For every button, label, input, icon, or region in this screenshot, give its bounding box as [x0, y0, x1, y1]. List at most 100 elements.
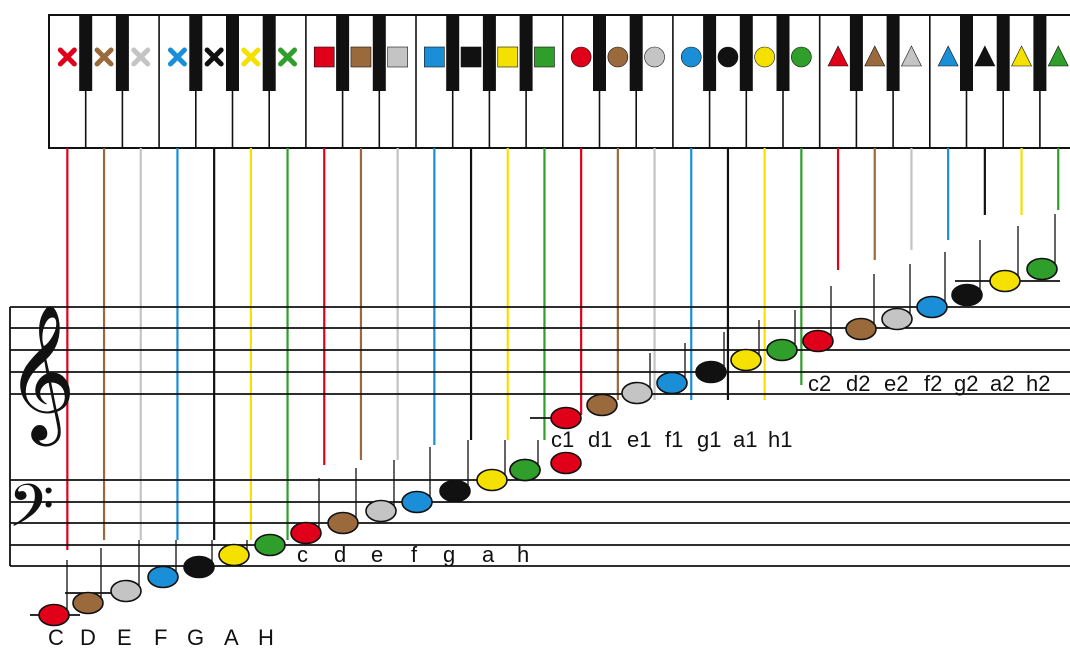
- circle-icon: [644, 46, 665, 68]
- note-labels-small: c d e f g a h: [297, 542, 529, 567]
- note-label: h: [517, 542, 529, 567]
- cross-icon: [94, 47, 114, 67]
- circle-icon: [607, 46, 629, 68]
- black-key: [849, 15, 863, 91]
- note-label: c: [297, 542, 308, 567]
- note-label: A: [224, 625, 239, 648]
- note-labels-great: C D E F G A H: [48, 625, 274, 648]
- triangle-icon: [864, 45, 886, 67]
- note-label: a2: [990, 371, 1014, 396]
- note-heads: [38, 257, 1058, 627]
- note-label: f2: [924, 371, 942, 396]
- note-head: [766, 338, 798, 362]
- square-icon: [313, 46, 335, 68]
- note-label: H: [258, 625, 274, 648]
- black-key: [115, 15, 129, 91]
- note-head: [695, 360, 727, 384]
- note-head: [1026, 257, 1058, 281]
- note-head: [476, 468, 508, 492]
- piano-keyboard: [48, 14, 1070, 149]
- note-head: [218, 543, 250, 567]
- note-label: d: [334, 542, 346, 567]
- note-head: [845, 317, 877, 341]
- black-key: [226, 15, 239, 91]
- note-label: c1: [551, 427, 574, 452]
- triangle-icon: [1011, 45, 1033, 67]
- note-label: h1: [768, 427, 792, 452]
- triangle-icon: [827, 45, 849, 67]
- note-label: c2: [808, 371, 831, 396]
- square-icon: [497, 46, 519, 68]
- note-head: [656, 371, 688, 395]
- note-label: g: [443, 542, 455, 567]
- circle-icon: [680, 46, 702, 68]
- cross-icon: [131, 47, 151, 67]
- note-label: g2: [954, 371, 978, 396]
- black-key: [189, 15, 203, 91]
- note-label: e: [371, 542, 383, 567]
- black-key: [482, 15, 496, 91]
- note-head: [951, 283, 983, 307]
- note-head: [730, 348, 762, 372]
- note-label: a1: [733, 427, 757, 452]
- black-key: [960, 15, 973, 91]
- cross-icon: [241, 47, 261, 67]
- grand-staff: [9, 280, 1070, 616]
- note-head: [290, 521, 322, 545]
- triangle-icon: [900, 45, 922, 67]
- square-icon: [534, 46, 555, 68]
- black-key: [79, 15, 93, 91]
- note-head: [550, 451, 582, 475]
- note-label: d1: [588, 427, 612, 452]
- note-head: [147, 565, 179, 589]
- circle-icon: [754, 46, 775, 68]
- circle-icon: [791, 46, 812, 68]
- note-label: e1: [627, 427, 651, 452]
- note-labels-one-line: c1 d1 e1 f1 g1 a1 h1: [551, 427, 792, 452]
- black-key: [629, 15, 643, 91]
- black-key: [776, 15, 790, 91]
- note-head: [365, 499, 397, 523]
- note-head: [327, 511, 359, 535]
- circle-icon: [570, 46, 592, 68]
- cross-icon: [57, 47, 77, 67]
- black-key: [739, 15, 753, 91]
- triangle-icon: [937, 45, 959, 67]
- note-head: [509, 458, 541, 482]
- note-head: [550, 406, 582, 430]
- square-icon: [424, 46, 445, 68]
- circle-icon: [717, 46, 739, 68]
- note-label: E: [117, 625, 132, 648]
- note-head: [802, 329, 834, 353]
- triangle-icon: [1047, 45, 1069, 67]
- note-label: f1: [665, 427, 683, 452]
- black-key: [886, 15, 900, 91]
- note-head: [586, 393, 618, 417]
- note-head: [38, 603, 70, 627]
- black-key: [519, 15, 533, 91]
- key-connector-lines: [66, 148, 1060, 550]
- note-head: [183, 555, 215, 579]
- note-head: [401, 490, 433, 514]
- note-head: [881, 307, 913, 331]
- black-key: [703, 15, 717, 91]
- note-label: g1: [697, 427, 721, 452]
- treble-clef-icon: 𝄞: [6, 302, 76, 446]
- black-key: [262, 15, 276, 91]
- black-key: [593, 15, 606, 91]
- black-key: [336, 15, 350, 91]
- note-labels-two-line: c2 d2 e2 f2 g2 a2 h2: [808, 371, 1050, 396]
- note-label: e2: [884, 371, 908, 396]
- black-key: [446, 15, 460, 91]
- clefs: 𝄞 𝄢: [6, 302, 76, 555]
- cross-icon: [204, 47, 224, 67]
- keyboard-frame: [48, 14, 1070, 149]
- note-head: [989, 269, 1021, 293]
- bass-clef-icon: 𝄢: [8, 471, 54, 555]
- square-icon: [460, 46, 482, 68]
- note-head: [439, 479, 471, 503]
- note-stems: [66, 214, 1056, 613]
- black-key: [1033, 15, 1047, 91]
- note-label: f: [411, 542, 418, 567]
